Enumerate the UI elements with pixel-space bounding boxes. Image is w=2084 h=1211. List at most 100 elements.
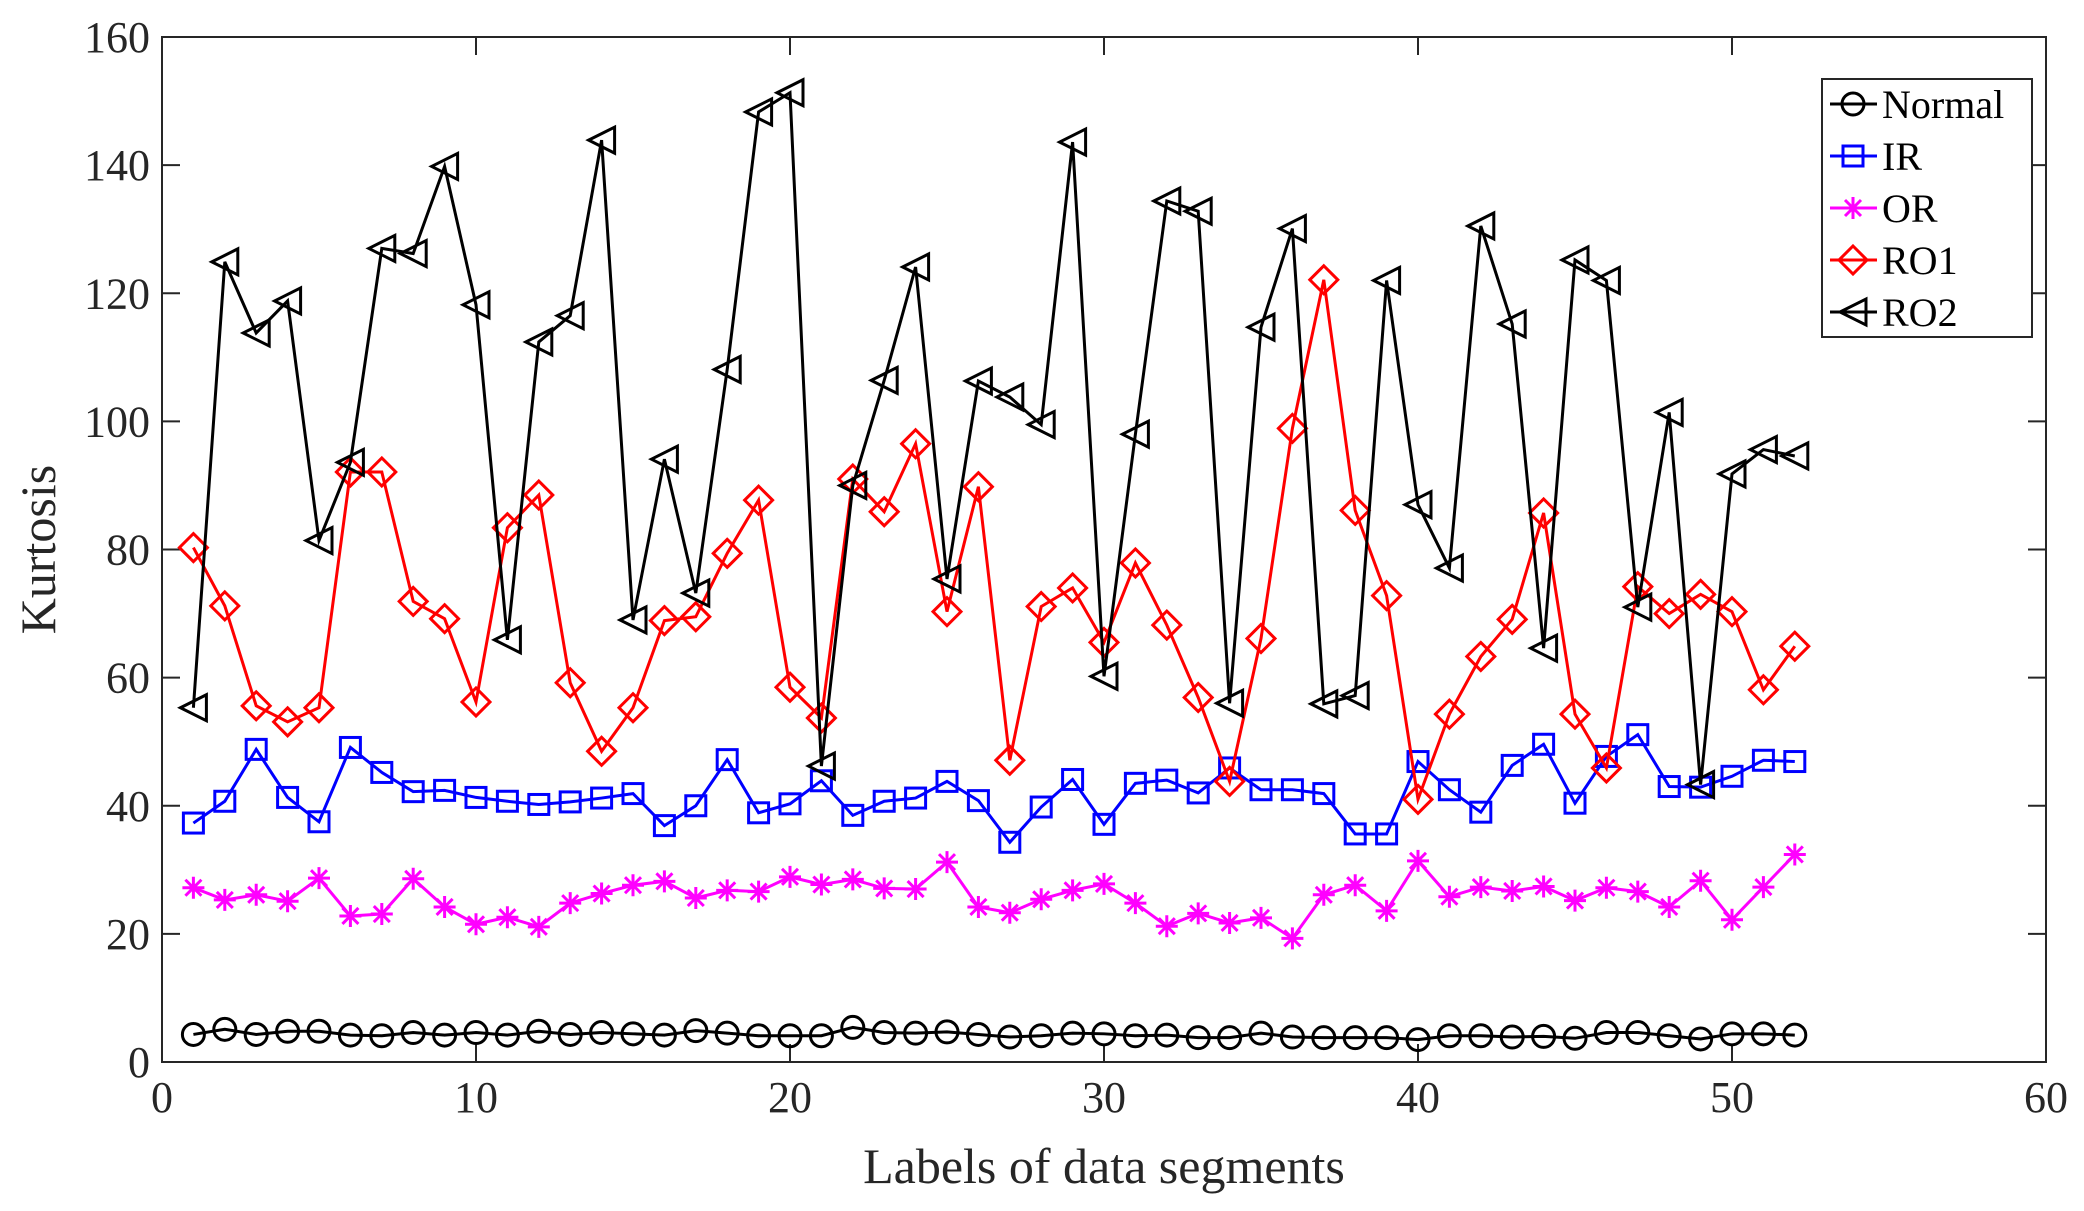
data-point-normal	[337, 1022, 363, 1048]
data-point-ro1	[1025, 590, 1058, 623]
data-point-ro2	[1652, 396, 1684, 428]
data-point-ro1	[1433, 698, 1466, 731]
data-point-ro1	[334, 455, 367, 489]
data-point-or	[1532, 875, 1555, 898]
data-point-ro1	[428, 602, 461, 635]
data-point-or	[496, 906, 519, 929]
data-point-ro2	[239, 317, 271, 349]
data-point-or	[1689, 869, 1712, 892]
data-point-ro2	[899, 251, 931, 283]
data-point-ro2	[459, 289, 491, 321]
data-point-ro2	[773, 77, 805, 109]
data-point-ro1	[1778, 630, 1811, 663]
data-point-ir	[1532, 732, 1556, 756]
data-point-ro2	[1590, 265, 1621, 296]
data-point-or	[433, 895, 456, 918]
data-point-or	[1312, 883, 1335, 906]
data-point-normal	[432, 1022, 458, 1048]
legend-label-or: OR	[1882, 186, 1938, 231]
data-point-normal	[1185, 1025, 1211, 1051]
data-point-ro1	[1150, 608, 1183, 642]
data-point-normal	[1028, 1023, 1054, 1049]
data-point-ir	[1029, 795, 1053, 819]
data-point-or	[622, 874, 644, 897]
data-point-ir	[1563, 791, 1587, 815]
data-point-ro1	[522, 478, 555, 512]
data-point-ro2	[1558, 244, 1590, 276]
data-point-ir	[904, 786, 928, 810]
data-point-ro1	[1464, 640, 1497, 673]
data-point-ir	[1375, 822, 1399, 846]
x-tick-label: 30	[1082, 1073, 1126, 1122]
data-point-ro1	[1182, 681, 1215, 714]
series-line-ir	[192, 732, 1795, 845]
data-point-ro2	[1181, 195, 1213, 227]
data-point-or	[1281, 927, 1304, 950]
data-point-ir	[621, 782, 645, 806]
data-point-normal	[777, 1023, 803, 1049]
data-point-ir	[1123, 771, 1147, 795]
data-point-ro1	[1307, 263, 1340, 296]
data-point-normal	[463, 1020, 489, 1046]
data-point-or	[1438, 885, 1461, 908]
data-point-or	[1218, 911, 1241, 934]
data-point-ro2	[271, 285, 303, 317]
data-point-ro2	[930, 563, 962, 595]
data-point-or	[936, 851, 958, 874]
data-point-ro1	[648, 604, 681, 637]
data-point-ir	[244, 737, 268, 761]
data-point-normal	[1217, 1025, 1243, 1051]
data-point-or	[747, 880, 770, 903]
data-point-or	[1658, 895, 1681, 918]
data-point-ro1	[805, 701, 838, 735]
data-point-ro2	[1150, 185, 1182, 217]
data-point-normal	[1593, 1020, 1619, 1046]
data-point-normal	[746, 1023, 772, 1049]
data-point-ro1	[868, 495, 901, 528]
data-point-normal	[714, 1020, 740, 1046]
data-point-ro2	[1621, 591, 1653, 623]
data-point-normal	[180, 1021, 206, 1047]
data-point-ir	[1249, 778, 1273, 802]
data-point-ro1	[585, 735, 618, 768]
series-ro1	[177, 263, 1811, 816]
data-point-normal	[1122, 1023, 1148, 1049]
data-point-ir	[1406, 750, 1430, 774]
legend-marker-ro2	[1836, 296, 1868, 328]
data-point-or	[402, 867, 425, 890]
data-point-ro2	[1307, 688, 1339, 720]
data-point-ro2	[1244, 311, 1276, 343]
data-point-normal	[1248, 1020, 1274, 1046]
data-point-ir	[1626, 723, 1650, 747]
data-point-ir	[872, 789, 896, 813]
data-point-ro2	[522, 326, 554, 358]
x-tick-label: 40	[1396, 1073, 1440, 1122]
data-point-ro1	[1401, 783, 1435, 816]
data-point-normal	[1562, 1025, 1588, 1051]
data-point-or	[1564, 889, 1586, 912]
data-point-ir	[1092, 812, 1116, 836]
legend-marker-ro1	[1836, 243, 1870, 277]
data-point-ir	[778, 792, 802, 816]
series-line-ro2	[191, 90, 1796, 785]
x-tick-label: 50	[1710, 1073, 1754, 1122]
data-point-or	[1501, 879, 1524, 902]
data-point-normal	[1468, 1023, 1494, 1049]
data-point-or	[1752, 876, 1775, 899]
y-tick-label: 20	[106, 910, 150, 959]
data-point-normal	[275, 1018, 301, 1044]
data-point-ro2	[334, 446, 365, 478]
data-point-or	[1721, 908, 1743, 931]
series-line-or	[192, 853, 1796, 941]
data-point-ro2	[1370, 265, 1402, 296]
data-point-or	[1093, 872, 1115, 895]
data-point-ro1	[1119, 546, 1152, 580]
series-line-ro1	[192, 279, 1797, 806]
data-point-or	[1375, 899, 1398, 922]
data-point-normal	[589, 1020, 615, 1046]
data-point-or	[653, 870, 676, 893]
data-point-ir	[1312, 782, 1336, 806]
y-tick-label: 0	[128, 1038, 150, 1087]
legend-marker-normal	[1840, 91, 1866, 117]
data-point-ro1	[271, 705, 304, 738]
